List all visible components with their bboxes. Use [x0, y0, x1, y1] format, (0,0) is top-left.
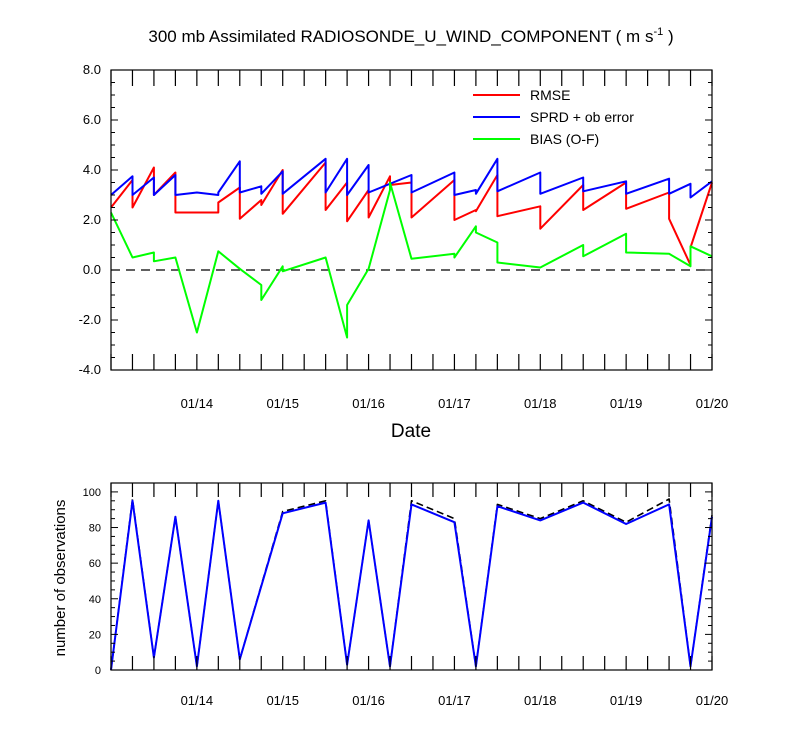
- x-tick-label: 01/17: [438, 693, 471, 708]
- y-tick-label: -2.0: [79, 312, 101, 327]
- x-tick-label: 01/14: [181, 693, 214, 708]
- x-tick-label: 01/14: [181, 396, 214, 411]
- y-tick-label: -4.0: [79, 362, 101, 377]
- series-line-observations-possible: [110, 498, 713, 671]
- chart-title-close: ): [663, 27, 673, 46]
- x-tick-label: 01/17: [438, 396, 471, 411]
- y-tick-label: 20: [89, 629, 101, 641]
- series-line-bias-o-f: [110, 181, 713, 339]
- y-tick-label: 8.0: [83, 62, 101, 77]
- x-tick-label: 01/16: [352, 693, 385, 708]
- y-tick-label: 100: [83, 487, 101, 499]
- x-tick-label: 01/18: [524, 693, 557, 708]
- series-line-observations-assimilated: [110, 499, 713, 671]
- legend-label-rmse: RMSE: [530, 87, 570, 103]
- chart-title-superscript: -1: [653, 26, 663, 38]
- top-series-group: [110, 157, 713, 339]
- legend: RMSE SPRD + ob error BIAS (O-F): [473, 87, 634, 147]
- series-line-sprd-ob-error: [110, 157, 713, 199]
- legend-label-sprd-ob-error: SPRD + ob error: [530, 109, 634, 125]
- y-tick-label: 0: [95, 665, 101, 677]
- bottom-axis-ticks: 0 20 40 60 80 100 01/14 01/15 01/16 01/17 01/18 01/…: [83, 483, 729, 708]
- y-tick-label: 40: [89, 594, 101, 606]
- legend-label-bias-o-f: BIAS (O-F): [530, 131, 599, 147]
- top-axis-ticks: -4.0 -2.0 0.0 2.0 4.0 6.0 8.0 01/14 01/15 01/16 01…: [79, 62, 729, 411]
- y-tick-label: 60: [89, 558, 101, 570]
- x-axis-label: Date: [391, 421, 431, 442]
- y-tick-label: 2.0: [83, 212, 101, 227]
- rmse-spread-bias-panel: 300 mb Assimilated RADIOSONDE_U_WIND_COM…: [79, 26, 729, 442]
- x-tick-label: 01/18: [524, 396, 557, 411]
- y-tick-label: 80: [89, 523, 101, 535]
- x-tick-label: 01/15: [266, 693, 299, 708]
- bottom-series-group: [110, 498, 713, 671]
- y-tick-label: 4.0: [83, 162, 101, 177]
- x-tick-label: 01/16: [352, 396, 385, 411]
- x-tick-label: 01/19: [610, 693, 643, 708]
- y-tick-label: 0.0: [83, 262, 101, 277]
- chart-title: 300 mb Assimilated RADIOSONDE_U_WIND_COM…: [148, 26, 673, 46]
- x-tick-label: 01/20: [696, 396, 729, 411]
- x-tick-label: 01/15: [266, 396, 299, 411]
- y-axis-label-observations: number of observations: [52, 500, 69, 657]
- y-tick-label: 6.0: [83, 112, 101, 127]
- chart-title-main: 300 mb Assimilated RADIOSONDE_U_WIND_COM…: [148, 27, 653, 46]
- x-tick-label: 01/19: [610, 396, 643, 411]
- x-tick-label: 01/20: [696, 693, 729, 708]
- observations-count-panel: 0 20 40 60 80 100 01/14 01/15 01/16 01/17 01/18 01/…: [52, 482, 729, 708]
- series-line-rmse: [110, 161, 713, 266]
